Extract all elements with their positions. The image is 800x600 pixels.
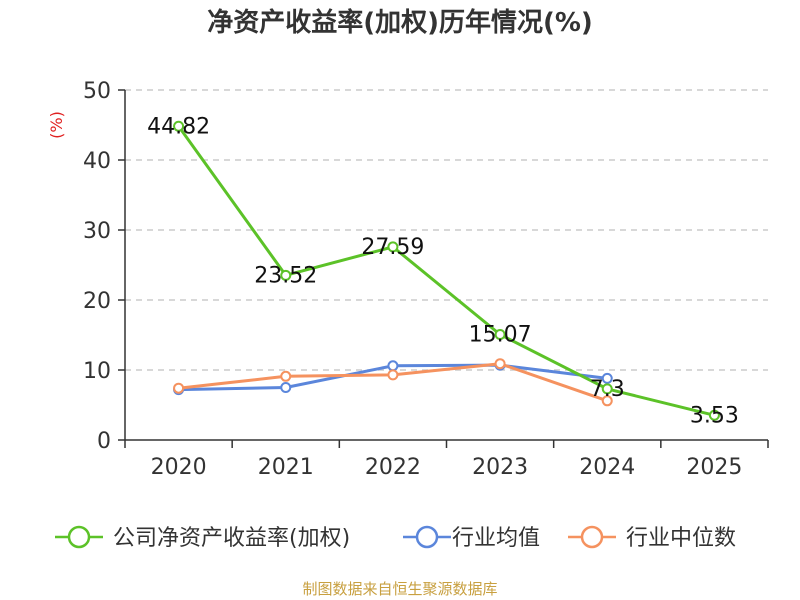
x-tick-label: 2023	[472, 455, 528, 480]
data-point	[387, 241, 399, 253]
x-tick-label: 2024	[579, 455, 635, 480]
data-point	[494, 358, 506, 370]
legend-label: 公司净资产收益率(加权)	[113, 526, 350, 551]
data-label: 23.52	[254, 263, 317, 288]
axes: 0 10 20 30 40 50 2020 2021 2022 2023 2024 2025	[83, 79, 769, 480]
gridlines	[125, 89, 768, 371]
data-point	[494, 329, 506, 341]
data-point	[708, 409, 720, 421]
y-tick-label: 0	[97, 429, 111, 454]
y-tick-label: 10	[83, 359, 111, 384]
x-tick-label: 2020	[151, 455, 207, 480]
legend-item[interactable]: 行业中位数	[568, 525, 736, 551]
series-layer	[173, 120, 720, 421]
legend-item[interactable]: 行业均值	[403, 525, 540, 551]
legend-marker	[580, 525, 604, 549]
data-label: 27.59	[361, 235, 424, 260]
source-note: 制图数据来自恒生聚源数据库	[302, 580, 497, 598]
data-point	[601, 395, 613, 407]
data-point	[173, 120, 185, 132]
data-point	[280, 382, 292, 393]
data-point	[601, 383, 613, 395]
data-point	[280, 370, 292, 382]
y-tick-label: 40	[83, 149, 111, 174]
y-axis-label: (%)	[47, 111, 66, 139]
x-tick-label: 2022	[365, 455, 421, 480]
data-label: 7.3	[590, 377, 625, 402]
legend-marker	[415, 525, 439, 549]
y-tick-label: 30	[83, 219, 111, 244]
legend[interactable]: 公司净资产收益率(加权) 行业均值 行业中位数	[55, 525, 736, 551]
series-line	[177, 125, 715, 417]
y-tick-label: 50	[83, 79, 111, 104]
legend-label: 行业中位数	[626, 526, 736, 551]
data-point	[173, 382, 185, 394]
data-point	[280, 269, 292, 281]
chart-title: 净资产收益率(加权)历年情况(%)	[207, 7, 593, 38]
data-point	[387, 369, 399, 381]
legend-marker	[67, 525, 91, 549]
x-tick-label: 2025	[686, 455, 742, 480]
data-label: 3.53	[690, 403, 739, 428]
data-labels: 44.82 23.52 27.59 15.07 7.3 3.53	[147, 114, 739, 428]
data-point	[387, 360, 399, 372]
y-tick-label: 20	[83, 289, 111, 314]
x-tick-label: 2021	[258, 455, 314, 480]
data-point	[601, 372, 613, 384]
data-label: 44.82	[147, 114, 210, 139]
legend-item[interactable]: 公司净资产收益率(加权)	[55, 525, 350, 551]
data-label: 15.07	[469, 323, 532, 348]
legend-label: 行业均值	[452, 526, 540, 551]
